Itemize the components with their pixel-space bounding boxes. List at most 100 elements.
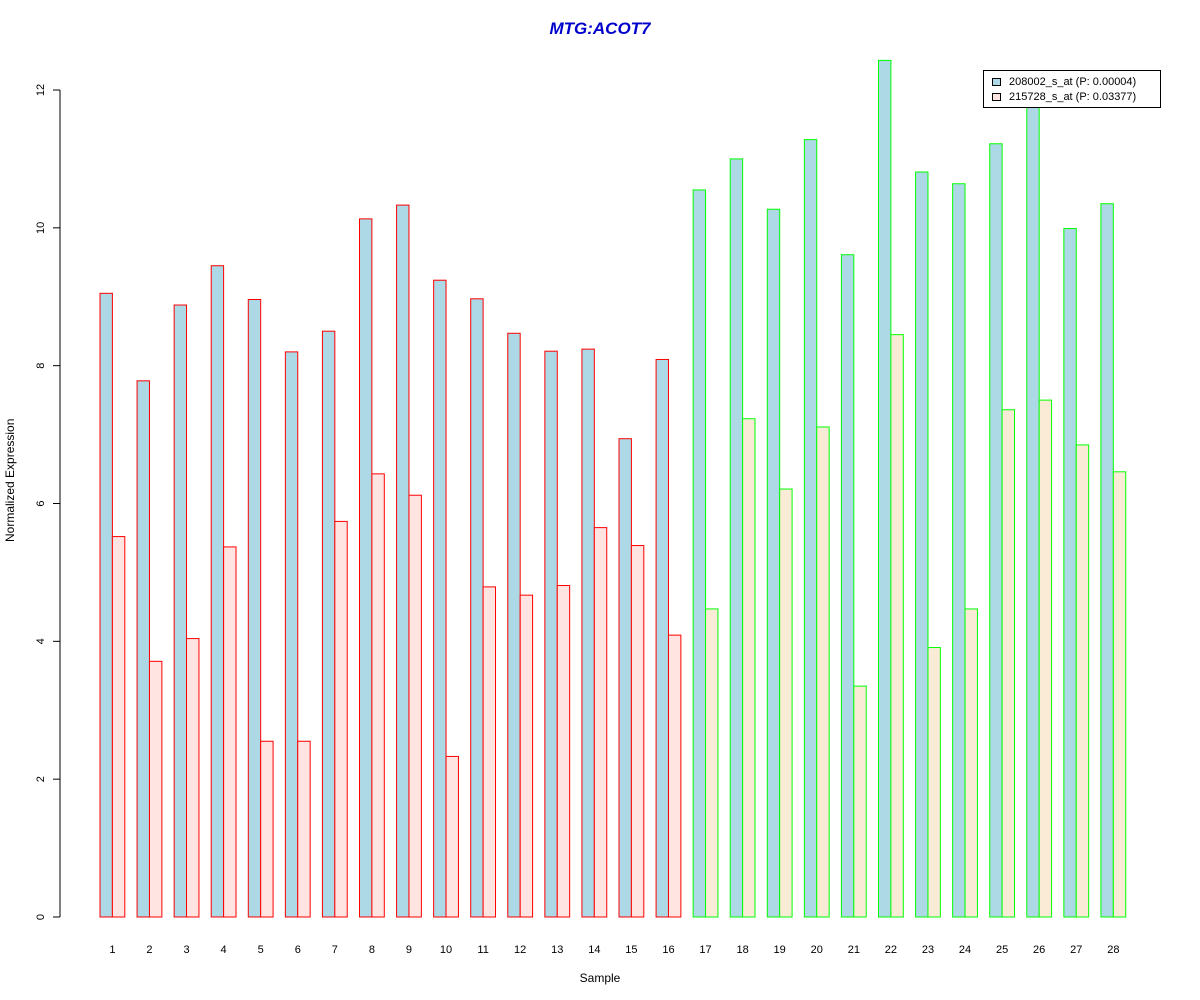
bar-series-1-sample-12 [507,332,521,918]
x-tick-label-26: 26 [1033,944,1045,956]
x-axis-label: Sample [579,971,621,985]
bar-series-2-sample-17 [705,608,719,918]
bar-series-2-sample-7 [334,520,348,918]
y-tick-label-8: 8 [35,363,47,369]
bar-series-2-sample-8 [371,473,385,918]
bar-series-1-sample-19 [766,208,781,918]
bar-series-1-sample-13 [544,350,558,918]
bar-series-2-sample-11 [482,586,497,918]
x-tick-label-10: 10 [440,944,452,956]
legend-label-series-1: 208002_s_at (P: 0.00004) [1009,76,1137,88]
y-tick-label-10: 10 [35,222,47,234]
bar-series-2-sample-24 [964,608,978,918]
x-tick-label-20: 20 [811,944,823,956]
x-tick-label-11: 11 [477,944,488,956]
bar-series-2-sample-23 [927,647,941,918]
bar-series-1-sample-26 [1026,100,1040,918]
bar-series-1-sample-24 [952,183,966,918]
bar-series-2-sample-18 [742,418,756,918]
legend-label-series-2: 215728_s_at (P: 0.03377) [1009,91,1137,103]
legend-swatch-series-1 [992,78,1001,86]
x-tick-label-12: 12 [514,944,526,956]
x-tick-label-18: 18 [736,944,748,956]
x-tick-label-8: 8 [369,944,375,956]
bar-series-2-sample-16 [667,634,682,918]
x-tick-label-1: 1 [109,944,115,956]
bar-series-1-sample-11 [470,298,484,918]
bar-series-1-sample-10 [433,279,447,918]
bar-series-2-sample-27 [1075,444,1090,918]
y-tick-label-4: 4 [35,638,47,644]
bar-series-1-sample-25 [989,143,1003,918]
bar-series-2-sample-21 [853,685,867,918]
bar-series-2-sample-3 [186,638,200,918]
x-tick-label-24: 24 [959,944,971,956]
bar-series-2-sample-10 [445,755,459,918]
bar-series-1-sample-3 [173,304,188,918]
bar-series-1-sample-8 [359,218,373,918]
bar-series-2-sample-20 [816,426,830,918]
bar-series-2-sample-15 [630,545,645,918]
legend: 208002_s_at (P: 0.00004) 215728_s_at (P:… [983,70,1161,108]
x-tick-label-14: 14 [588,944,600,956]
x-tick-label-4: 4 [221,944,227,956]
bar-series-2-sample-12 [519,594,534,918]
x-tick-label-5: 5 [258,944,264,956]
x-tick-label-21: 21 [848,944,860,956]
bar-series-2-sample-1 [111,536,126,918]
bar-series-1-sample-9 [396,204,410,918]
legend-swatch-series-2 [992,93,1001,101]
x-tick-label-17: 17 [699,944,711,956]
bar-series-2-sample-14 [593,527,608,918]
y-tick-label-2: 2 [35,776,47,782]
bar-series-2-sample-5 [260,740,274,918]
bar-series-1-sample-1 [99,292,113,918]
bar-series-1-sample-5 [247,299,262,918]
bar-series-1-sample-20 [803,139,818,918]
x-tick-label-2: 2 [146,944,152,956]
bar-series-1-sample-22 [878,59,892,918]
x-tick-label-6: 6 [295,944,301,956]
bar-series-2-sample-19 [779,488,793,918]
bar-series-2-sample-26 [1038,399,1053,918]
bar-series-1-sample-28 [1100,203,1114,918]
bar-series-1-sample-2 [136,380,150,918]
bar-series-1-sample-17 [692,189,707,918]
y-tick-label-12: 12 [35,84,47,96]
bar-series-2-sample-28 [1112,471,1127,918]
x-tick-label-23: 23 [922,944,934,956]
bar-series-2-sample-9 [408,494,422,918]
x-tick-label-19: 19 [774,944,786,956]
bar-series-1-sample-16 [655,358,669,918]
bar-series-1-sample-27 [1063,228,1077,918]
legend-item-series-1: 208002_s_at (P: 0.00004) [992,75,1136,89]
x-tick-label-16: 16 [662,944,674,956]
bar-series-1-sample-15 [618,438,632,918]
bar-series-1-sample-7 [321,330,336,918]
legend-item-series-2: 215728_s_at (P: 0.03377) [992,90,1136,104]
bar-series-2-sample-2 [148,660,163,918]
bar-series-2-sample-6 [297,740,311,918]
bar-series-1-sample-21 [840,254,855,918]
bar-series-1-sample-23 [915,171,929,918]
y-tick-label-0: 0 [35,914,47,920]
x-tick-label-9: 9 [406,944,412,956]
x-tick-label-3: 3 [183,944,189,956]
x-tick-label-15: 15 [625,944,637,956]
x-tick-label-7: 7 [332,944,338,956]
x-tick-label-22: 22 [885,944,897,956]
x-tick-label-25: 25 [996,944,1008,956]
bar-series-1-sample-18 [729,158,744,918]
bar-series-1-sample-4 [210,265,225,918]
bar-series-1-sample-6 [284,351,299,918]
bar-series-2-sample-4 [223,546,237,918]
bar-series-2-sample-25 [1001,409,1016,918]
y-axis-label: Normalized Expression [3,418,17,542]
x-tick-label-13: 13 [551,944,563,956]
bar-series-2-sample-13 [556,585,571,918]
bar-series-2-sample-22 [890,334,904,918]
y-tick-label-6: 6 [35,500,47,506]
x-tick-label-28: 28 [1107,944,1119,956]
